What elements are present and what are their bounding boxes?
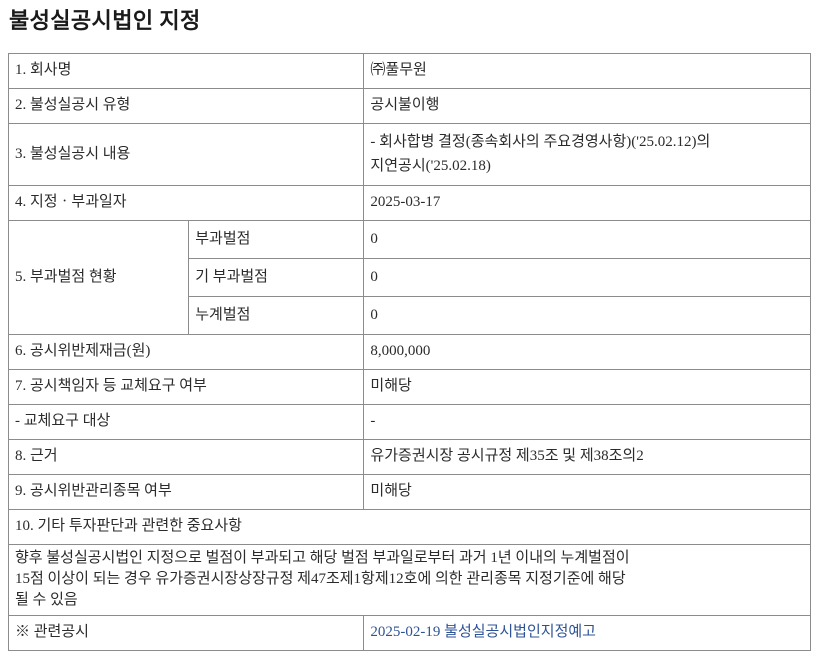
- page-title: 불성실공시법인 지정: [9, 8, 201, 33]
- table-row: 4. 지정ㆍ부과일자 2025-03-17: [7, 185, 811, 221]
- table-row: 8. 근거 유가증권시장 공시규정 제35조 및 제38조의2: [7, 439, 811, 475]
- table-row: ※ 관련공시 2025-02-19 불성실공시법인지정예고: [7, 615, 811, 651]
- row-label-designation-date: 4. 지정ㆍ부과일자: [7, 185, 365, 221]
- table-row: 6. 공시위반제재금(원) 8,000,000: [7, 334, 811, 370]
- table-row: 5. 부과벌점 현황 부과벌점 0: [7, 220, 811, 335]
- row-value-replacement-target: -: [363, 404, 811, 440]
- related-disclosure-link[interactable]: 2025-02-19 불성실공시법인지정예고: [370, 624, 596, 640]
- disclosure-table-container: 1. 회사명 ㈜풀무원 2. 불성실공시 유형 공시불이행 3. 불성실공시 내…: [7, 53, 811, 651]
- row-label-other-matters: 10. 기타 투자판단과 관련한 중요사항: [8, 509, 811, 545]
- table-row: 1. 회사명 ㈜풀무원: [7, 53, 811, 89]
- row-value-related-disclosure[interactable]: 2025-02-19 불성실공시법인지정예고: [363, 615, 811, 651]
- row-value-basis: 유가증권시장 공시규정 제35조 및 제38조의2: [363, 439, 811, 475]
- row-label-basis: 8. 근거: [7, 439, 365, 475]
- table-row: 9. 공시위반관리종목 여부 미해당: [7, 474, 811, 510]
- sub-label-cumulative-points: 누계벌점: [188, 296, 365, 335]
- row-label-replacement-request: 7. 공시책임자 등 교체요구 여부: [7, 369, 365, 405]
- violation-content-line-1: - 회사합병 결정(종속회사의 주요경영사항)('25.02.12)의: [370, 134, 711, 150]
- other-matters-note: 향후 불성실공시법인 지정으로 벌점이 부과되고 해당 벌점 부과일로부터 과거…: [8, 544, 811, 616]
- row-label-replacement-target: - 교체요구 대상: [7, 404, 365, 440]
- table-row: 2. 불성실공시 유형 공시불이행: [7, 88, 811, 124]
- row-label-related-disclosure: ※ 관련공시: [7, 615, 365, 651]
- sub-value-cumulative-points: 0: [363, 296, 811, 335]
- row-value-violation-content: - 회사합병 결정(종속회사의 주요경영사항)('25.02.12)의 지연공시…: [363, 123, 811, 186]
- row-label-violation-content: 3. 불성실공시 내용: [7, 123, 365, 186]
- violation-content-line-2: 지연공시('25.02.18): [370, 158, 491, 174]
- note-line-2: 15점 이상이 되는 경우 유가증권시장상장규정 제47조제1항제12호에 의한…: [15, 571, 626, 587]
- table-row: - 교체요구 대상 -: [7, 404, 811, 440]
- note-line-3: 될 수 있음: [15, 592, 78, 608]
- row-value-designation-date: 2025-03-17: [363, 185, 811, 221]
- row-label-company-name: 1. 회사명: [7, 53, 365, 89]
- table-row: 기 부과벌점 0: [9, 258, 811, 297]
- row-label-violation-type: 2. 불성실공시 유형: [7, 88, 365, 124]
- row-label-penalty-fee: 6. 공시위반제재금(원): [7, 334, 365, 370]
- table-row: 3. 불성실공시 내용 - 회사합병 결정(종속회사의 주요경영사항)('25.…: [7, 123, 811, 186]
- table-row: 누계벌점 0: [9, 296, 811, 335]
- row-label-penalty-status: 5. 부과벌점 현황: [7, 220, 190, 335]
- note-line-1: 향후 불성실공시법인 지정으로 벌점이 부과되고 해당 벌점 부과일로부터 과거…: [15, 550, 630, 566]
- table-row: 10. 기타 투자판단과 관련한 중요사항: [8, 509, 811, 545]
- sub-value-imposed-points: 0: [363, 220, 811, 259]
- row-label-management-issue: 9. 공시위반관리종목 여부: [7, 474, 365, 510]
- sub-label-prior-points: 기 부과벌점: [188, 258, 365, 297]
- row-value-company-name: ㈜풀무원: [363, 53, 811, 89]
- table-row: 7. 공시책임자 등 교체요구 여부 미해당: [7, 369, 811, 405]
- sub-label-imposed-points: 부과벌점: [188, 220, 365, 259]
- row-value-replacement-request: 미해당: [363, 369, 811, 405]
- table-row: 향후 불성실공시법인 지정으로 벌점이 부과되고 해당 벌점 부과일로부터 과거…: [8, 544, 811, 616]
- row-value-penalty-fee: 8,000,000: [363, 334, 811, 370]
- row-value-management-issue: 미해당: [363, 474, 811, 510]
- sub-value-prior-points: 0: [363, 258, 811, 297]
- disclosure-table: 1. 회사명 ㈜풀무원 2. 불성실공시 유형 공시불이행 3. 불성실공시 내…: [7, 53, 811, 651]
- row-value-violation-type: 공시불이행: [363, 88, 811, 124]
- document-page: 불성실공시법인 지정 1. 회사명 ㈜풀무원 2. 불성실공시 유형 공시불이행: [0, 8, 819, 651]
